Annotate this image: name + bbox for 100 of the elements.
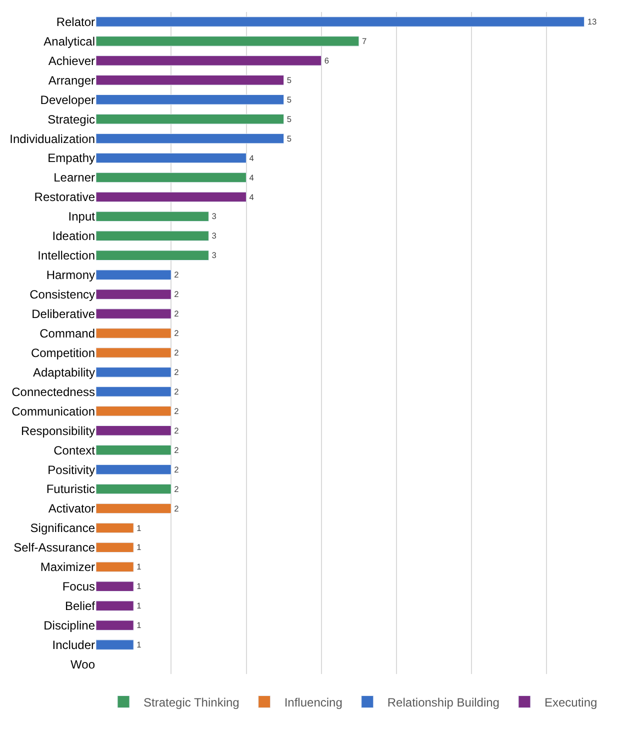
y-tick-label: Individualization [10, 132, 95, 146]
data-label: 1 [136, 620, 142, 630]
bar [96, 270, 172, 280]
bar [96, 250, 209, 260]
data-label: 3 [212, 250, 217, 260]
data-label: 1 [136, 562, 142, 572]
y-tick-label: Context [54, 443, 96, 458]
data-label: 2 [174, 348, 180, 358]
y-tick-label: Ideation [52, 229, 95, 244]
y-tick-label: Strategic [48, 112, 95, 126]
y-tick-label: Significance [30, 521, 96, 536]
data-label: 1 [136, 640, 142, 650]
legend-label: Influencing [284, 695, 342, 710]
bar [96, 230, 209, 242]
bar [96, 172, 246, 183]
y-tick-label: Adaptability [32, 365, 95, 380]
data-label: 1 [136, 542, 142, 552]
data-label: 4 [249, 172, 254, 182]
y-tick-label: Intellection [38, 248, 95, 263]
y-tick-label: Achiever [48, 54, 96, 68]
y-tick-label: Relator [56, 14, 95, 29]
bar [96, 600, 134, 611]
data-label: 1 [136, 600, 142, 611]
bar [96, 386, 172, 397]
data-label: 1 [136, 581, 142, 592]
data-label: 2 [174, 406, 180, 416]
bar [96, 640, 134, 650]
y-tick-label: Developer [40, 92, 95, 107]
y-tick-label: Analytical [44, 34, 95, 48]
data-label: 5 [286, 94, 292, 104]
legend-label: Relationship Building [387, 695, 500, 710]
bar [96, 16, 585, 27]
bar [96, 503, 172, 514]
data-label: 4 [249, 192, 254, 202]
y-tick-label: Responsibility [20, 424, 95, 438]
y-tick-label: Arranger [48, 73, 96, 88]
data-label: 2 [174, 270, 180, 280]
y-tick-label: Maximizer [40, 560, 95, 574]
bar [96, 444, 172, 456]
data-label: 2 [174, 444, 180, 455]
bar [96, 152, 246, 164]
legend-label: Executing [544, 695, 598, 710]
bar [96, 367, 172, 378]
bar [96, 75, 284, 86]
bar [96, 36, 360, 46]
bar [96, 426, 172, 436]
data-label: 7 [362, 36, 367, 46]
bar [96, 348, 172, 358]
y-tick-label: Belief [64, 599, 96, 614]
data-label: 2 [174, 289, 180, 300]
bar [96, 192, 246, 202]
data-label: 2 [174, 386, 180, 396]
data-label: 2 [174, 328, 180, 338]
data-label: 6 [324, 55, 330, 66]
y-tick-label: Command [40, 326, 95, 340]
y-tick-label: Focus [62, 580, 95, 594]
bar [96, 522, 134, 534]
bar [96, 464, 172, 475]
bar [96, 328, 172, 338]
data-label: 2 [174, 308, 180, 319]
y-tick-label: Restorative [34, 190, 96, 204]
bar [96, 542, 134, 553]
data-label: 5 [286, 114, 292, 124]
bar [96, 114, 284, 124]
bar [96, 484, 172, 494]
legend-label: Strategic Thinking [144, 695, 240, 710]
y-tick-label: Learner [54, 170, 95, 185]
data-label: 13 [587, 16, 597, 27]
bar [96, 56, 322, 66]
data-label: 4 [249, 152, 254, 163]
bar [96, 581, 134, 592]
data-label: 2 [174, 464, 180, 474]
y-tick-label: Includer [52, 638, 95, 652]
bar [96, 308, 172, 319]
y-tick-label: Communication [12, 404, 95, 418]
bar [96, 562, 134, 572]
data-label: 2 [174, 503, 180, 514]
bar [96, 94, 284, 105]
data-label: 2 [174, 484, 180, 494]
bar [96, 620, 134, 630]
y-tick-label: Empathy [48, 151, 95, 166]
bar [96, 211, 209, 222]
data-label: 3 [212, 211, 217, 222]
data-label: 2 [174, 425, 180, 436]
data-label: 2 [174, 366, 180, 377]
y-tick-label: Competition [30, 346, 95, 360]
y-tick-label: Activator [48, 502, 95, 516]
y-tick-label: Futuristic [46, 482, 95, 496]
y-tick-label: Consistency [30, 288, 95, 302]
data-label: 1 [136, 522, 142, 533]
bar [96, 289, 172, 300]
data-label: 5 [286, 133, 292, 144]
y-tick-label: Self-Assurance [14, 540, 96, 555]
y-tick-label: Harmony [46, 268, 95, 282]
bar [96, 406, 172, 416]
data-label: 3 [212, 230, 217, 241]
bar [96, 133, 284, 144]
y-tick-label: Connectedness [12, 384, 95, 399]
y-tick-label: Input [68, 210, 96, 224]
y-tick-label: Positivity [48, 462, 95, 477]
